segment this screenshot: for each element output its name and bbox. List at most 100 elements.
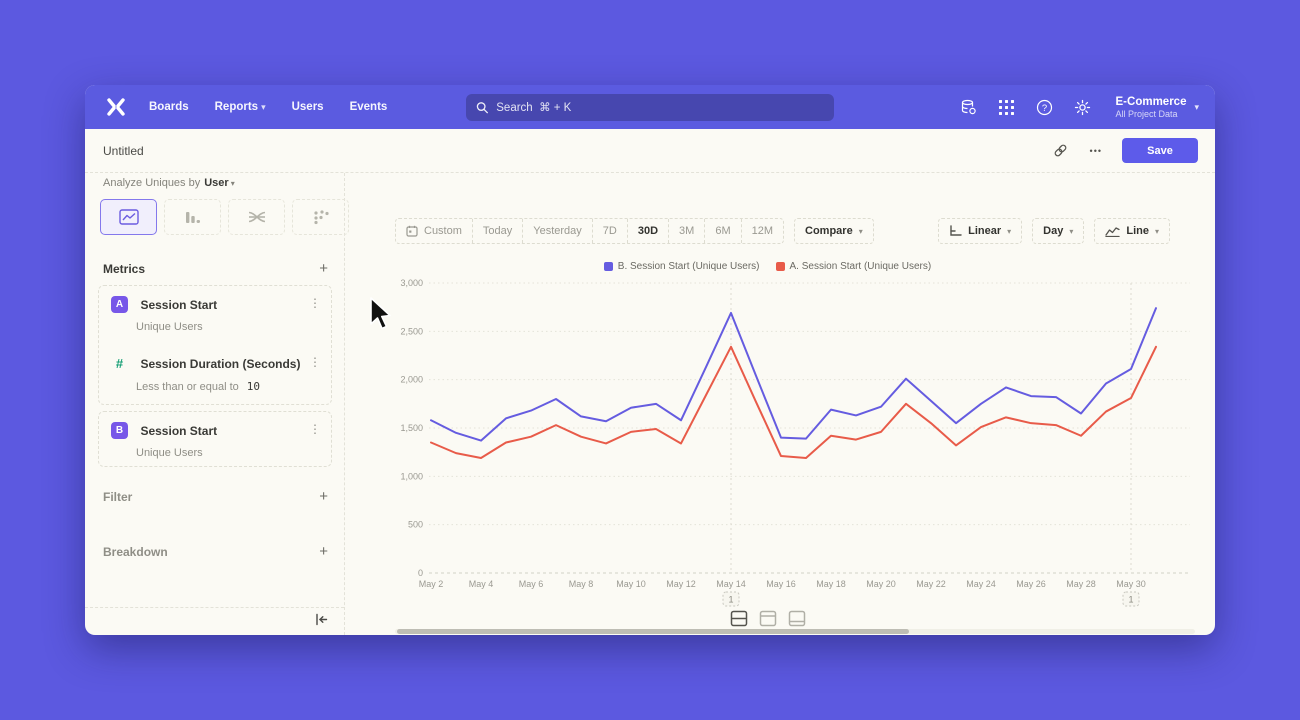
project-scope: All Project Data xyxy=(1115,108,1178,119)
view-layout-toggles xyxy=(345,610,1190,627)
chart-style-dropdown[interactable]: Line ▾ xyxy=(1094,218,1170,244)
report-header: Untitled ••• Save xyxy=(85,129,1215,173)
metric-condition[interactable]: Less than or equal to 10 xyxy=(136,380,260,393)
metric-title: Session Start xyxy=(140,297,218,312)
tab-line-chart[interactable] xyxy=(100,199,157,235)
metric-row-duration[interactable]: # Session Duration (Seconds) ⋮ Less than… xyxy=(99,345,331,393)
data-management-icon[interactable] xyxy=(960,99,977,116)
metrics-title: Metrics xyxy=(103,261,146,276)
chart-toolbar: Custom Today Yesterday 7D 30D 3M 6M 12M … xyxy=(395,218,1170,244)
layout-table-view-button[interactable] xyxy=(787,610,807,627)
metric-row-a[interactable]: A Session Start ⋮ Unique Users xyxy=(99,286,331,333)
add-metric-button[interactable]: + xyxy=(319,260,328,277)
svg-text:May 22: May 22 xyxy=(916,579,946,589)
legend-item-a[interactable]: A. Session Start (Unique Users) xyxy=(775,261,931,272)
svg-text:500: 500 xyxy=(408,520,423,530)
chevron-down-icon: ▾ xyxy=(1194,101,1199,112)
mixpanel-logo[interactable] xyxy=(103,94,129,120)
line-chart-icon xyxy=(118,209,139,225)
linear-axis-icon xyxy=(950,225,962,236)
scatter-chart-icon xyxy=(313,210,329,225)
collapse-sidebar-button[interactable] xyxy=(314,613,328,631)
range-yesterday[interactable]: Yesterday xyxy=(523,219,593,243)
add-breakdown-button[interactable]: + xyxy=(319,543,328,560)
svg-text:May 26: May 26 xyxy=(1016,579,1046,589)
search-bar[interactable] xyxy=(466,94,834,121)
svg-text:1: 1 xyxy=(1128,595,1133,605)
svg-text:May 10: May 10 xyxy=(616,579,646,589)
line-chart[interactable]: 0 500 1,000 1,500 2,000 2,500 3,000 May 2 May 4 M… xyxy=(345,270,1215,612)
interval-dropdown[interactable]: Day ▾ xyxy=(1032,218,1085,244)
svg-text:May 16: May 16 xyxy=(766,579,796,589)
add-filter-button[interactable]: + xyxy=(319,488,328,505)
range-3m[interactable]: 3M xyxy=(669,219,706,243)
scale-dropdown[interactable]: Linear ▾ xyxy=(938,218,1023,244)
search-input[interactable] xyxy=(496,101,824,114)
line-style-icon xyxy=(1105,227,1121,237)
svg-text:May 24: May 24 xyxy=(966,579,996,589)
metric-subtitle[interactable]: Unique Users xyxy=(136,321,203,333)
horizontal-scrollbar-thumb[interactable] xyxy=(397,629,909,634)
save-button[interactable]: Save xyxy=(1122,138,1198,163)
chevron-down-icon: ▾ xyxy=(858,226,863,236)
legend-swatch xyxy=(775,262,785,271)
svg-text:1,500: 1,500 xyxy=(400,423,423,433)
app-window: Boards Reports ▾ Users Events xyxy=(85,85,1215,635)
range-12m[interactable]: 12M xyxy=(751,225,774,237)
tab-flow-chart[interactable] xyxy=(228,199,285,235)
layout-chart-view-button[interactable] xyxy=(758,610,778,627)
layout-split-view-button[interactable] xyxy=(729,610,749,627)
svg-text:?: ? xyxy=(1041,103,1046,114)
collapse-left-icon xyxy=(316,613,328,626)
nav-item-users[interactable]: Users xyxy=(291,101,324,113)
metrics-section-header: Metrics + xyxy=(103,261,328,276)
search-icon xyxy=(476,102,488,114)
apps-grid-icon[interactable] xyxy=(998,99,1015,116)
more-options-button[interactable]: ••• xyxy=(1089,145,1102,156)
help-icon[interactable]: ? xyxy=(1036,99,1053,116)
kebab-menu-icon[interactable]: ⋮ xyxy=(309,355,321,369)
legend-item-b[interactable]: B. Session Start (Unique Users) xyxy=(603,261,760,272)
calendar-icon xyxy=(406,225,418,237)
range-30d-selected[interactable]: 30D xyxy=(628,219,670,243)
svg-text:May 18: May 18 xyxy=(816,579,846,589)
range-custom[interactable]: Custom xyxy=(396,219,473,243)
metric-title: Session Duration (Seconds) xyxy=(140,356,301,371)
kebab-menu-icon[interactable]: ⋮ xyxy=(309,296,321,310)
svg-text:May 4: May 4 xyxy=(469,579,494,589)
flow-chart-icon xyxy=(248,211,265,223)
nav-item-events[interactable]: Events xyxy=(349,101,388,113)
filter-title: Filter xyxy=(103,489,133,504)
chevron-down-icon: ▾ xyxy=(230,179,235,188)
top-nav: Boards Reports ▾ Users Events xyxy=(85,85,1215,129)
range-today[interactable]: Today xyxy=(473,219,524,243)
settings-gear-icon[interactable] xyxy=(1074,99,1091,116)
bar-chart-icon xyxy=(185,212,200,223)
range-6m[interactable]: 6M xyxy=(705,219,742,243)
nav-menu: Boards Reports ▾ Users Events xyxy=(149,101,387,113)
metric-row-b[interactable]: B Session Start ⋮ Unique Users xyxy=(99,412,331,459)
page-title[interactable]: Untitled xyxy=(103,143,144,158)
svg-text:May 14: May 14 xyxy=(716,579,746,589)
project-name: E-Commerce xyxy=(1115,95,1187,108)
svg-text:May 20: May 20 xyxy=(866,579,896,589)
sidebar-footer-divider xyxy=(85,607,344,608)
copy-link-button[interactable] xyxy=(1052,142,1070,160)
metric-badge-a: A xyxy=(111,296,128,314)
metric-subtitle[interactable]: Unique Users xyxy=(136,447,203,459)
legend-swatch xyxy=(603,262,613,271)
svg-text:1,000: 1,000 xyxy=(400,471,423,481)
analyze-by-control[interactable]: Analyze Uniques by User ▾ xyxy=(103,177,235,189)
svg-text:3,000: 3,000 xyxy=(400,278,423,288)
range-7d[interactable]: 7D xyxy=(593,219,628,243)
compare-dropdown[interactable]: Compare ▾ xyxy=(794,218,874,244)
condition-value[interactable]: 10 xyxy=(246,380,260,393)
nav-item-reports[interactable]: Reports ▾ xyxy=(214,101,266,113)
tab-bar-chart[interactable] xyxy=(164,199,221,235)
kebab-menu-icon[interactable]: ⋮ xyxy=(309,422,321,436)
chevron-down-icon: ▾ xyxy=(1154,226,1159,236)
tab-scatter-chart[interactable] xyxy=(292,199,349,235)
nav-item-boards[interactable]: Boards xyxy=(149,101,189,113)
project-selector[interactable]: E-Commerce All Project Data ▾ xyxy=(1116,96,1199,119)
svg-text:May 12: May 12 xyxy=(666,579,696,589)
